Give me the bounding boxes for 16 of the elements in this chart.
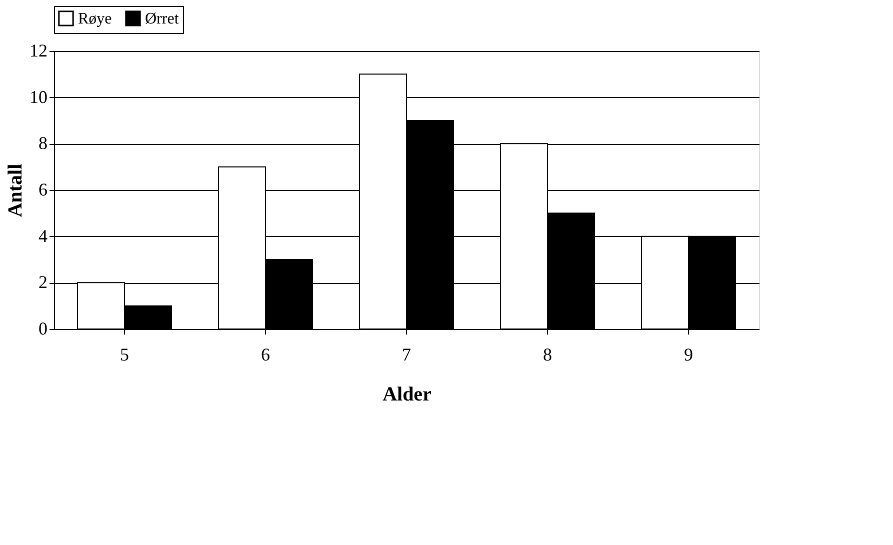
- y-tick-label: 2: [38, 272, 48, 292]
- y-tick-label: 6: [38, 180, 48, 200]
- x-axis-title: Alder: [382, 384, 432, 406]
- x-tick-label: 8: [543, 344, 552, 364]
- x-tick-label: 5: [120, 344, 129, 364]
- legend-label: Ørret: [145, 10, 180, 28]
- y-tick-label: 4: [38, 226, 48, 246]
- legend-label: Røye: [78, 10, 112, 28]
- y-tick-label: 0: [38, 318, 48, 338]
- y-axis-title: Antall: [4, 163, 26, 218]
- x-tick-label: 9: [684, 344, 693, 364]
- y-tick-label: 10: [30, 86, 48, 107]
- y-tick-label: 12: [30, 40, 48, 60]
- x-tick-label: 7: [402, 344, 411, 364]
- x-tick-label: 6: [261, 344, 270, 364]
- y-tick-label: 8: [38, 133, 48, 154]
